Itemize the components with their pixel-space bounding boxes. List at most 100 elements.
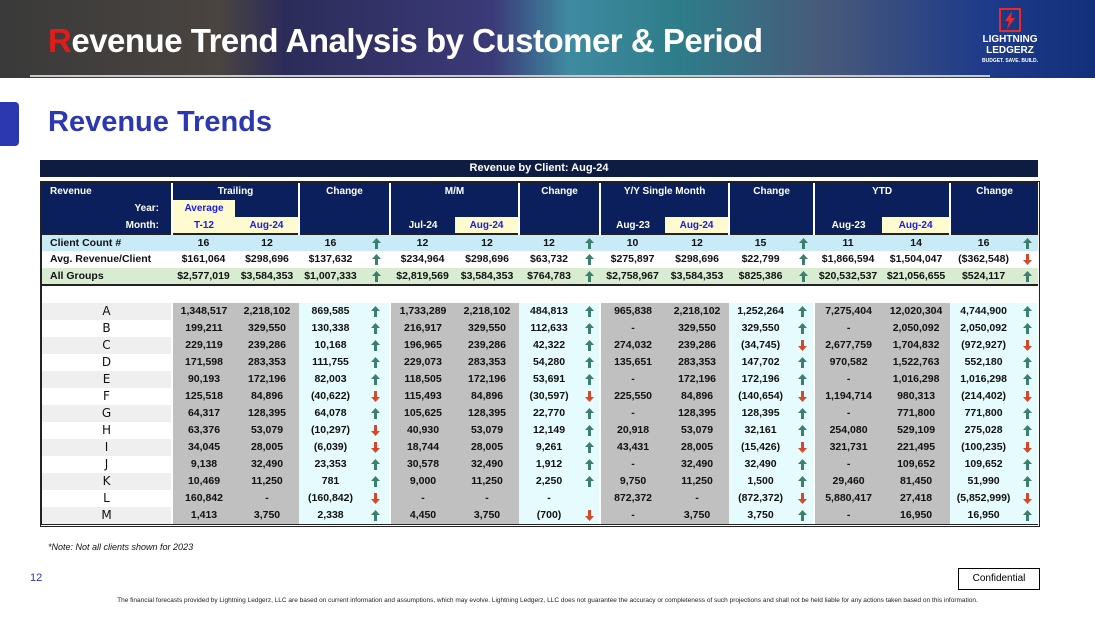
change-arrow-cell xyxy=(792,371,815,388)
period-value: 11,250 xyxy=(665,473,730,490)
header-change: Change xyxy=(728,183,815,200)
change-arrow-cell xyxy=(362,233,391,251)
change-value: 147,702 xyxy=(729,354,793,371)
down-arrow-icon xyxy=(798,340,808,351)
change-arrow-cell xyxy=(1017,439,1039,456)
change-arrow-cell xyxy=(1017,490,1039,507)
change-arrow-cell xyxy=(1017,456,1039,473)
period-value: 3,750 xyxy=(665,507,730,524)
period-value: 29,460 xyxy=(813,473,883,490)
row-label: K xyxy=(42,473,172,490)
period-value: 64,317 xyxy=(171,405,235,422)
client-row: F 125,518 84,896 (40,622) 115,493 84,896 (30,5… xyxy=(42,388,1039,405)
period-value: - xyxy=(665,490,730,507)
period-value: 1,522,763 xyxy=(882,354,951,371)
change-arrow-cell xyxy=(792,405,815,422)
change-value: 9,261 xyxy=(519,439,580,456)
change-value: 22,770 xyxy=(519,405,580,422)
change-arrow-cell xyxy=(579,233,601,251)
change-value: 329,550 xyxy=(729,320,793,337)
footnote: *Note: Not all clients shown for 2023 xyxy=(48,542,194,552)
change-value: 42,322 xyxy=(519,337,580,354)
spacer-row xyxy=(42,285,1039,303)
period-value: 11 xyxy=(814,233,883,251)
change-value: (972,927) xyxy=(950,337,1018,354)
period-value: 32,490 xyxy=(665,456,730,473)
header-change: Change xyxy=(297,183,391,200)
change-arrow-cell xyxy=(579,456,601,473)
change-arrow-cell xyxy=(792,473,815,490)
up-arrow-icon xyxy=(798,306,808,317)
title-rest: evenue Trend Analysis by Customer & Peri… xyxy=(71,22,763,59)
period-value: 872,372 xyxy=(599,490,666,507)
period-value: $2,758,967 xyxy=(600,268,666,286)
period-value: 84,896 xyxy=(665,388,730,405)
change-value: 128,395 xyxy=(729,405,793,422)
period-value: 2,218,102 xyxy=(235,303,299,320)
row-label: A xyxy=(42,303,172,320)
up-arrow-icon xyxy=(1023,323,1033,334)
client-row: E 90,193 172,196 82,003 118,505 172,196 53,691… xyxy=(42,371,1039,388)
change-arrow-cell xyxy=(579,303,601,320)
change-value: 484,813 xyxy=(519,303,580,320)
period-value: 53,079 xyxy=(235,422,299,439)
change-arrow-cell xyxy=(1017,422,1039,439)
change-value: (140,654) xyxy=(729,388,793,405)
period-value: 18,744 xyxy=(389,439,456,456)
change-arrow-cell xyxy=(1017,388,1039,405)
change-value: 111,755 xyxy=(299,354,362,371)
change-value: (30,597) xyxy=(519,388,580,405)
change-value: 54,280 xyxy=(519,354,580,371)
period-value: 254,080 xyxy=(813,422,883,439)
period-value: $298,696 xyxy=(235,251,299,268)
spacer-cell xyxy=(42,285,1039,303)
period-value: 229,073 xyxy=(389,354,456,371)
header-revenue: Revenue xyxy=(42,183,172,200)
period-value: - xyxy=(599,320,666,337)
change-value: (5,852,999) xyxy=(950,490,1018,507)
period-value: 7,275,404 xyxy=(813,303,883,320)
down-arrow-icon xyxy=(798,493,808,504)
period-value: 14 xyxy=(882,233,951,251)
change-value: (100,235) xyxy=(950,439,1018,456)
change-value: 16 xyxy=(299,233,362,251)
period-value: 3,750 xyxy=(455,507,520,524)
up-arrow-icon xyxy=(1023,510,1033,521)
change-value: (700) xyxy=(519,507,580,524)
up-arrow-icon xyxy=(1023,425,1033,436)
change-arrow-cell xyxy=(1017,371,1039,388)
change-arrow-cell xyxy=(792,268,815,286)
month-t12: T-12 xyxy=(171,217,235,234)
period-value: 329,550 xyxy=(665,320,730,337)
change-arrow-cell xyxy=(362,456,391,473)
period-value: 172,196 xyxy=(455,371,520,388)
change-value: (40,622) xyxy=(299,388,362,405)
period-value: 9,138 xyxy=(171,456,235,473)
change-value: 64,078 xyxy=(299,405,362,422)
up-arrow-icon xyxy=(584,408,594,419)
up-arrow-icon xyxy=(371,237,381,249)
change-arrow-cell xyxy=(579,439,601,456)
up-arrow-icon xyxy=(585,237,595,249)
period-value: 980,313 xyxy=(882,388,951,405)
up-arrow-icon xyxy=(585,254,595,265)
period-value: $298,696 xyxy=(665,251,730,268)
lightning-bolt-icon xyxy=(999,8,1021,32)
change-value: 130,338 xyxy=(299,320,362,337)
change-arrow-cell xyxy=(792,251,815,268)
title-first-letter: R xyxy=(48,22,72,59)
row-label: B xyxy=(102,321,111,335)
change-value: - xyxy=(519,490,580,507)
up-arrow-icon xyxy=(1023,476,1033,487)
table-title: Revenue by Client: Aug-24 xyxy=(40,160,1038,177)
up-arrow-icon xyxy=(371,408,380,419)
period-value: 239,286 xyxy=(455,337,520,354)
period-value: $20,532,537 xyxy=(814,268,883,286)
change-arrow-cell xyxy=(792,337,815,354)
period-value: 28,005 xyxy=(235,439,299,456)
change-arrow-cell xyxy=(1017,507,1039,524)
period-value: $21,056,655 xyxy=(882,268,951,286)
change-arrow-cell xyxy=(1017,320,1039,337)
period-value: - xyxy=(813,371,883,388)
header-change: Change xyxy=(518,183,601,200)
